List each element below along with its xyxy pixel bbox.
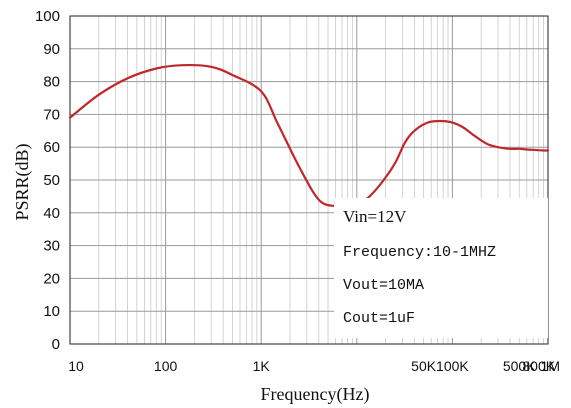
y-tick-label: 50 <box>43 172 60 189</box>
y-axis-title: PSRR(dB) <box>12 143 33 220</box>
y-tick-label: 30 <box>43 238 60 255</box>
x-tick-label: 100 <box>154 358 178 374</box>
annotation-cout: Cout=1uF <box>343 310 415 327</box>
annotation-vin: Vin=12V <box>343 207 407 226</box>
y-tick-label: 60 <box>43 139 60 156</box>
x-tick-label: 500K <box>503 358 536 374</box>
x-axis-title: Frequency(Hz) <box>261 384 370 405</box>
annotation-vout: Vout=10MA <box>343 277 424 294</box>
x-tick-label: 1K <box>253 358 271 374</box>
y-tick-label: 0 <box>52 336 60 353</box>
y-tick-label: 80 <box>43 74 60 91</box>
plot-frame <box>69 15 549 345</box>
annotation-frequency: Frequency:10-1MHZ <box>343 244 496 261</box>
annotation-box <box>334 198 548 338</box>
y-tick-labels: 0 10 20 30 40 50 60 70 80 90 100 <box>35 8 60 353</box>
y-tick-label: 100 <box>35 8 60 25</box>
y-tick-label: 70 <box>43 106 60 123</box>
y-tick-label: 20 <box>43 270 60 287</box>
y-tick-label: 90 <box>43 41 60 58</box>
x-tick-label: 100K <box>436 358 469 374</box>
x-tick-label: 50K <box>411 358 437 374</box>
x-tick-label: 800K <box>522 358 555 374</box>
psrr-series-line <box>68 63 550 209</box>
x-tick-label: 10 <box>68 358 84 374</box>
y-tick-label: 40 <box>43 205 60 222</box>
y-tick-label: 10 <box>43 303 60 320</box>
x-tick-label: 1M <box>541 358 560 374</box>
